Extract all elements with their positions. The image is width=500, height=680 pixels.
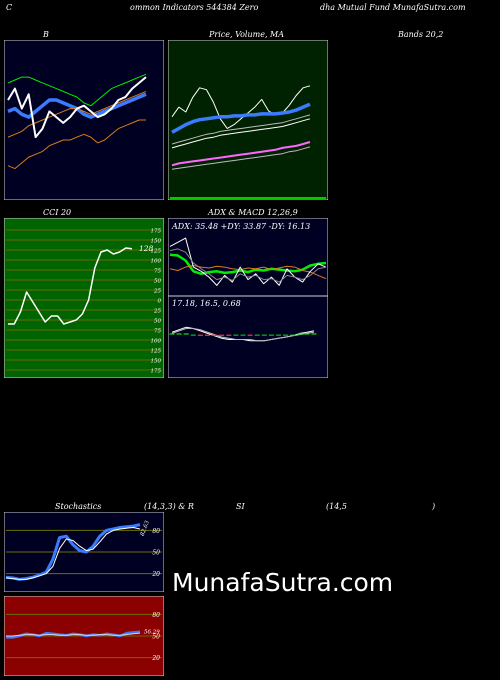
macd-histogram-bar bbox=[254, 334, 260, 336]
macd-histogram-bar bbox=[268, 334, 274, 336]
cci-tick-label: 0 bbox=[158, 299, 162, 305]
stochastics-series-0-line bbox=[5, 523, 141, 581]
bollinger-chart bbox=[4, 40, 164, 200]
cci-tick-label: 100 bbox=[151, 339, 162, 345]
macd-histogram-bar bbox=[240, 334, 246, 336]
cci-tick-label: 125 bbox=[151, 249, 162, 255]
adx-frame bbox=[168, 218, 328, 296]
stoch-title-a: Stochastics bbox=[55, 502, 102, 511]
watermark: MunafaSutra.com bbox=[172, 568, 394, 597]
cci-svg: 175 150 125 100 75 50 25 0 25 50 75 100 125 150 175 128 bbox=[4, 218, 164, 378]
cci-frame bbox=[4, 218, 164, 378]
bollinger-title: B bbox=[43, 30, 49, 39]
bollinger-series-1-line bbox=[7, 73, 147, 107]
cci-tick-label: 175 bbox=[151, 369, 162, 375]
macd-histogram-bar bbox=[283, 334, 289, 336]
rsi-last-value: 56.29 bbox=[144, 630, 160, 636]
macd-chart: 17.18, 16.5, 0.68 bbox=[168, 296, 328, 378]
adx-series-0-line bbox=[169, 253, 327, 276]
stoch-title-c: SI bbox=[236, 502, 245, 511]
stoch-tick-label: 80 bbox=[152, 528, 160, 535]
macd-histogram-bar bbox=[304, 333, 310, 335]
price_ma-series-2-line bbox=[171, 114, 311, 145]
cci-tick-label: 75 bbox=[154, 329, 161, 335]
macd-histogram-bar bbox=[183, 333, 189, 335]
price_ma-series-0-line bbox=[171, 85, 311, 129]
stoch-title-b: (14,3,3) & R bbox=[144, 502, 194, 511]
macd-histogram-bar bbox=[169, 333, 175, 335]
price_ma-series-3-line bbox=[171, 118, 311, 149]
stoch-tick-label: 50 bbox=[152, 550, 160, 557]
adx-macd-title: ADX & MACD 12,26,9 bbox=[208, 208, 298, 217]
cci-tick-label: 100 bbox=[151, 259, 162, 265]
stochastics-chart: 80 50 20 82.63 bbox=[4, 512, 164, 592]
cci-tick-label: 75 bbox=[154, 269, 161, 275]
adx-series-3-line bbox=[169, 248, 327, 283]
stochastics-series-1-line bbox=[5, 527, 141, 580]
rsi-series-1-line bbox=[6, 632, 141, 637]
macd-histogram-bar bbox=[176, 333, 182, 335]
header-left: C bbox=[6, 3, 13, 12]
macd-histogram-bar bbox=[276, 334, 281, 336]
cci-tick-label: 150 bbox=[151, 359, 162, 365]
macd-readout: 17.18, 16.5, 0.68 bbox=[172, 299, 241, 308]
macd-histogram-bar bbox=[219, 334, 225, 336]
volume-strip bbox=[170, 197, 326, 199]
macd-series-1-line bbox=[171, 328, 315, 342]
stoch-last-value: 82.63 bbox=[140, 520, 151, 537]
adx-series-2-line bbox=[169, 237, 327, 286]
adx-svg: ADX: 35.48 +DY: 33.87 -DY: 16.13 bbox=[168, 218, 328, 296]
macd-frame bbox=[168, 296, 328, 378]
cci-series-0-line bbox=[8, 247, 133, 325]
rsi-tick-label: 50 bbox=[152, 634, 160, 641]
price-ma-chart bbox=[168, 40, 328, 200]
cci-tick-label: 125 bbox=[151, 349, 162, 355]
adx-chart: ADX: 35.48 +DY: 33.87 -DY: 16.13 bbox=[168, 218, 328, 296]
rsi-tick-label: 80 bbox=[152, 612, 160, 619]
stoch-title-e: ) bbox=[432, 502, 436, 511]
bands-title: Bands 20,2 bbox=[398, 30, 444, 39]
cci-tick-label: 25 bbox=[153, 289, 161, 295]
macd-histogram-bar bbox=[212, 334, 218, 336]
bollinger-frame bbox=[4, 40, 164, 200]
stochastics-svg: 80 50 20 82.63 bbox=[4, 512, 164, 592]
cci-tick-label: 25 bbox=[153, 309, 161, 315]
header-title-a: ommon Indicators 544384 Zero bbox=[130, 3, 259, 12]
macd-histogram-bar bbox=[247, 334, 253, 336]
macd-histogram-bar bbox=[311, 333, 317, 335]
macd-histogram-bar bbox=[226, 334, 232, 336]
cci-last-value: 128 bbox=[139, 244, 154, 253]
macd-svg: 17.18, 16.5, 0.68 bbox=[168, 296, 328, 378]
cci-tick-label: 50 bbox=[154, 319, 161, 325]
rsi-chart: 80 50 20 56.29 bbox=[4, 596, 164, 676]
cci-chart: 175 150 125 100 75 50 25 0 25 50 75 100 125 150 175 128 bbox=[4, 218, 164, 378]
adx-series-1-line bbox=[169, 265, 327, 280]
price-ma-svg bbox=[168, 40, 328, 200]
bollinger-series-3-line bbox=[7, 76, 147, 139]
macd-histogram-bar bbox=[261, 334, 267, 336]
price_ma-series-1-line bbox=[171, 102, 311, 134]
macd-histogram-bar bbox=[190, 334, 196, 336]
adx-readout: ADX: 35.48 +DY: 33.87 -DY: 16.13 bbox=[171, 222, 310, 231]
bollinger-svg bbox=[4, 40, 164, 200]
macd-histogram-bar bbox=[233, 334, 239, 336]
stoch-tick-label: 20 bbox=[151, 571, 160, 578]
macd-histogram-bar bbox=[205, 334, 210, 336]
price-ma-title: Price, Volume, MA bbox=[209, 30, 285, 39]
cci-tick-label: 150 bbox=[151, 239, 162, 245]
macd-histogram-bar bbox=[197, 334, 203, 336]
price_ma-series-5-line bbox=[171, 146, 311, 170]
cci-tick-label: 50 bbox=[154, 279, 161, 285]
bollinger-series-4-line bbox=[7, 119, 146, 170]
cci-title: CCI 20 bbox=[43, 208, 72, 217]
stoch-title-d: (14,5 bbox=[326, 502, 347, 511]
cci-tick-label: 175 bbox=[151, 229, 162, 235]
rsi-tick-label: 20 bbox=[151, 655, 160, 662]
header-title-b: dha Mutual Fund MunafaSutra.com bbox=[320, 3, 466, 12]
macd-histogram-bar bbox=[290, 334, 296, 336]
macd-histogram-bar bbox=[297, 333, 303, 335]
price_ma-series-4-line bbox=[171, 141, 311, 167]
rsi-svg: 80 50 20 56.29 bbox=[4, 596, 164, 676]
